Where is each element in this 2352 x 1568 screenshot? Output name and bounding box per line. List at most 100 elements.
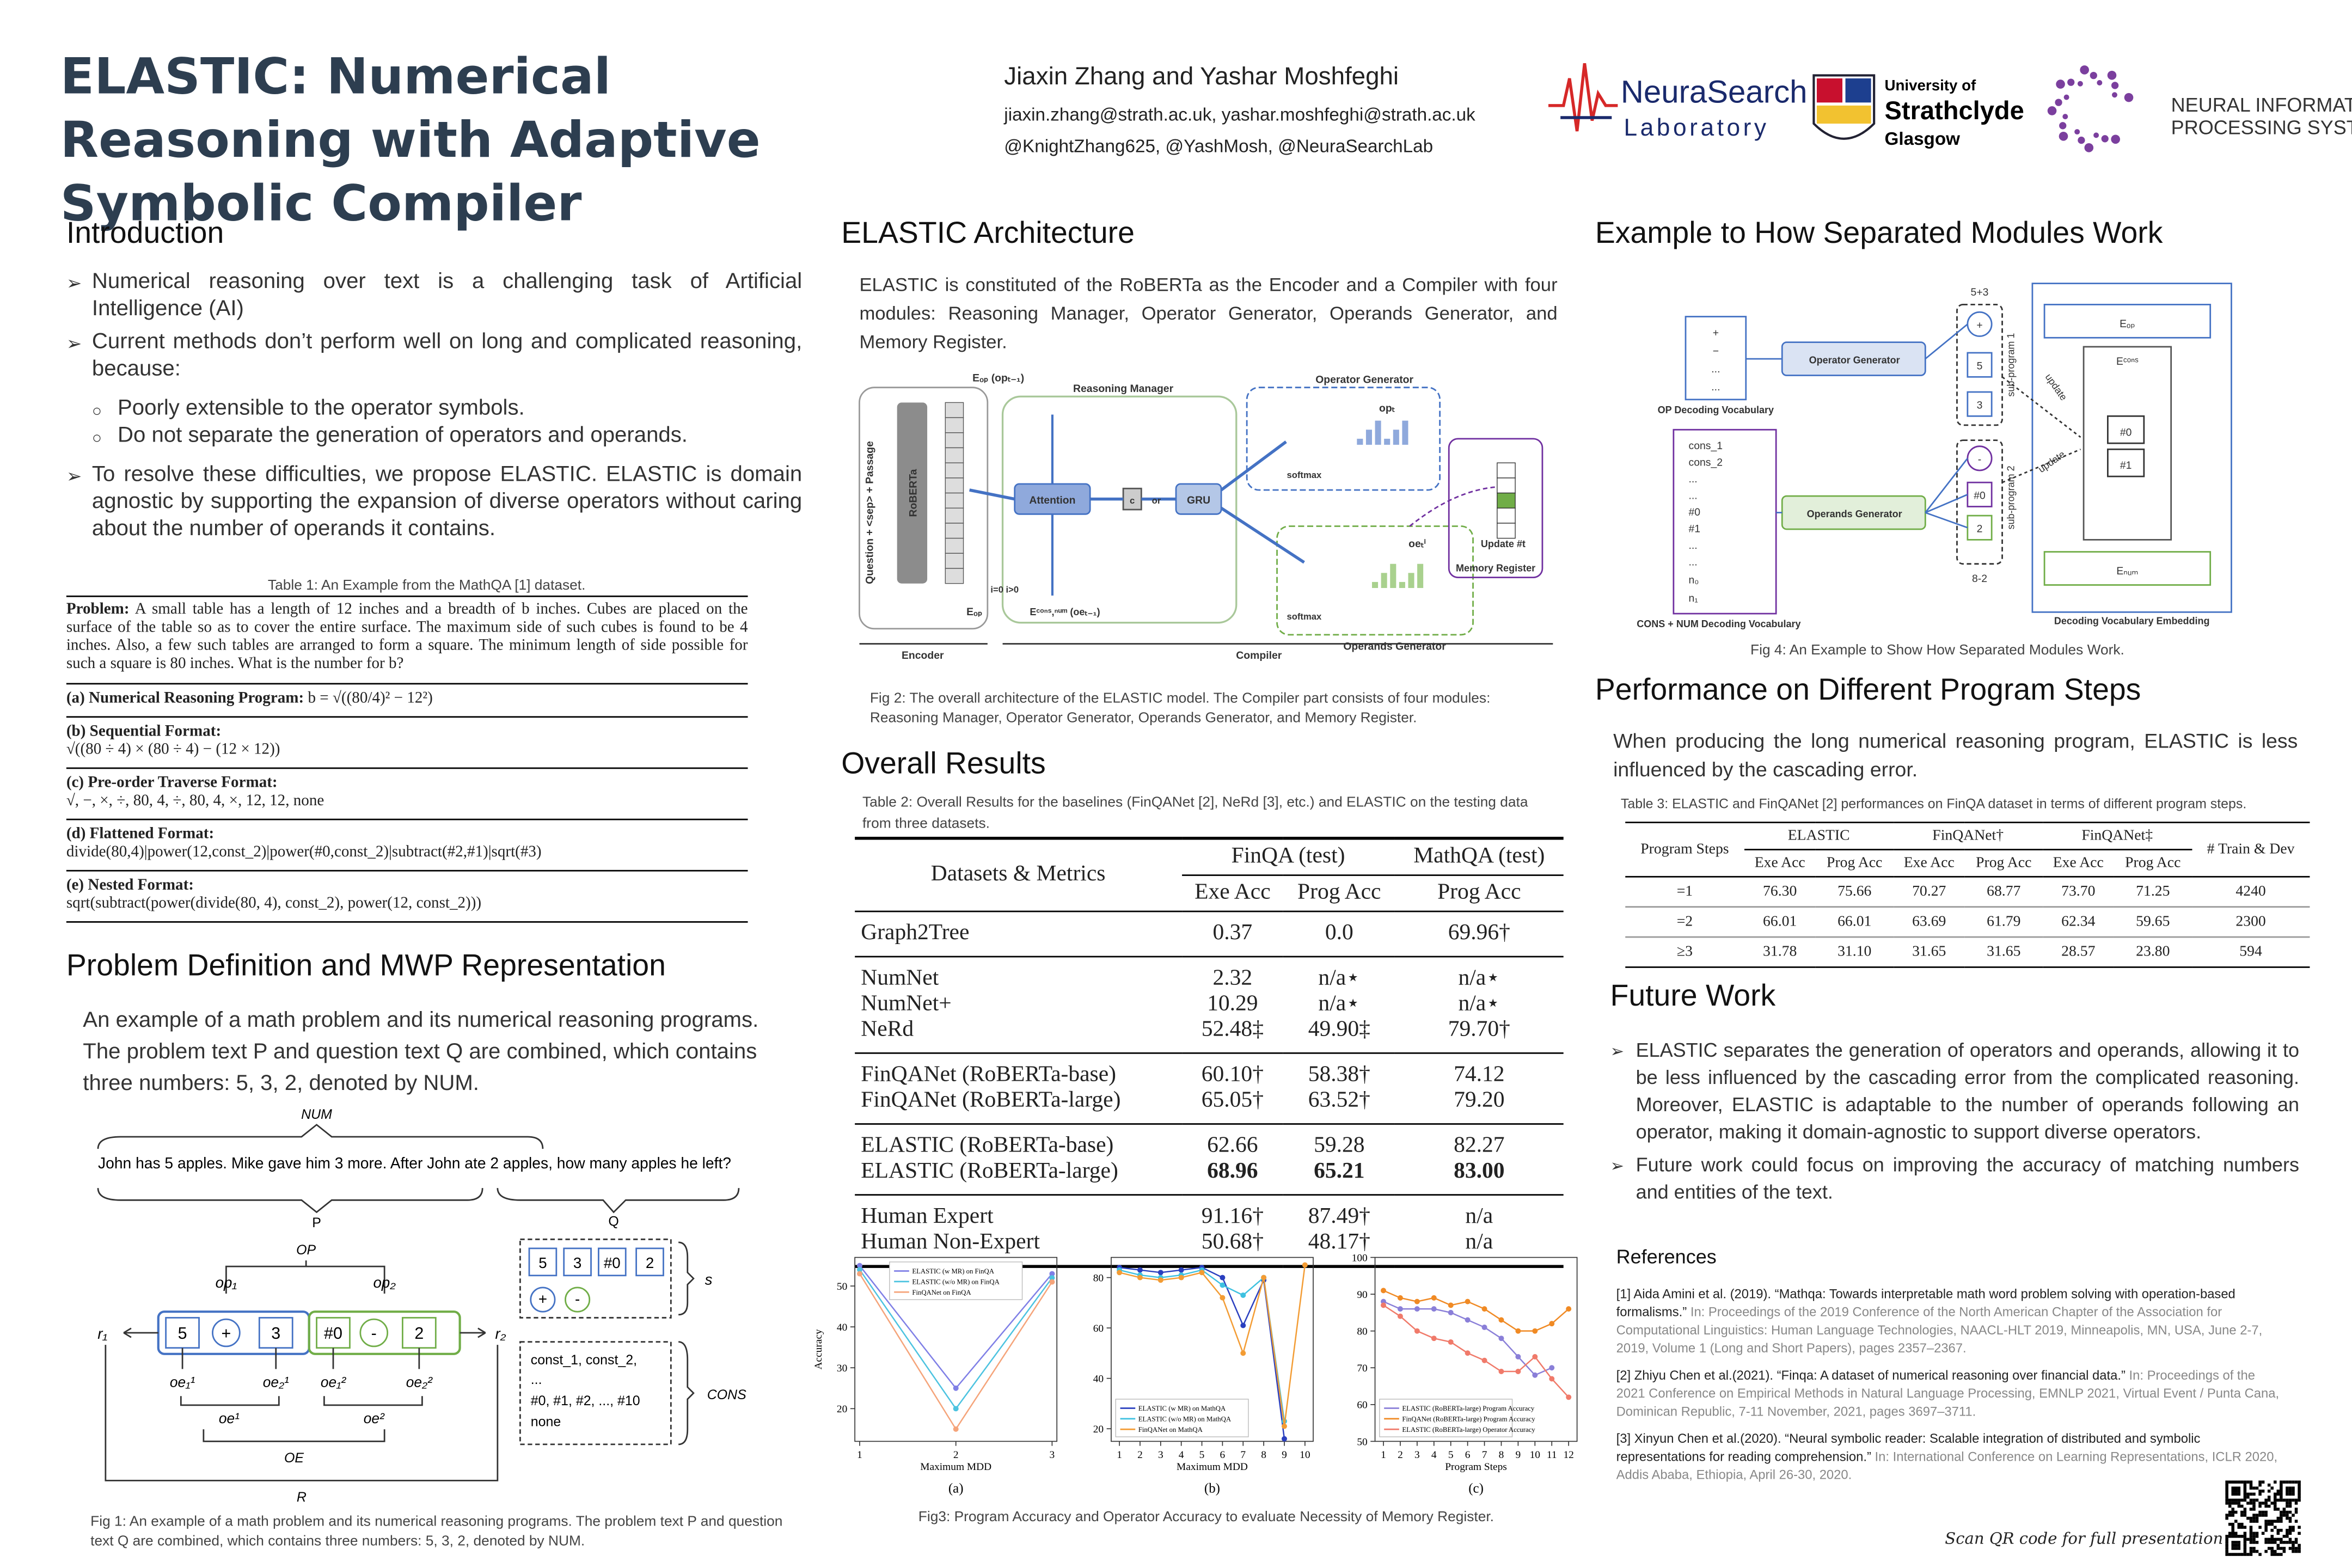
table3: Program Steps ELASTIC FinQANet† FinQANet‡ # … <box>1625 822 2310 968</box>
qr-module <box>2237 1543 2241 1547</box>
table-cell: NeRd <box>861 1018 914 1042</box>
qr-module <box>2243 1510 2247 1514</box>
x-tick-label: 3 <box>1414 1449 1420 1461</box>
reference: [2] Zhiyu Chen et al.(2021). “Finqa: A d… <box>1616 1366 2280 1420</box>
section-heading: Performance on Different Program Steps <box>1595 673 2141 707</box>
legend-label: ELASTIC (RoBERTa-large) Operator Accurac… <box>1402 1426 1535 1434</box>
table1: Problem: A small table has a length of 1… <box>66 595 748 923</box>
data-point <box>1117 1270 1123 1276</box>
data-point <box>1465 1298 1471 1304</box>
header-cell: Prog Acc <box>1815 849 1894 878</box>
diagram-label: cons_2 <box>1689 457 1723 469</box>
data-point <box>1532 1328 1538 1334</box>
qr-module <box>2252 1514 2256 1517</box>
qr-module <box>2225 1553 2228 1556</box>
sub-list: Poorly extensible to the operator symbol… <box>92 395 802 451</box>
embedding-op <box>2043 304 2212 339</box>
line-chart: 20 30 40 50 1 2 3 Maximum MDD Accuracy (a) ELASTIC… <box>813 1257 1058 1496</box>
qr-module <box>2246 1496 2250 1499</box>
token-circle <box>565 1287 591 1313</box>
qr-module <box>2270 1529 2274 1532</box>
plot-frame <box>1374 1257 1578 1442</box>
section-heading: Future Work <box>1610 980 1776 1013</box>
qr-module <box>2286 1504 2289 1508</box>
x-tick-label: 2 <box>953 1449 959 1461</box>
qr-module <box>2286 1490 2289 1493</box>
table-row: FinQANet (RoBERTa-large) 65.05† 63.52† 79.2… <box>855 1088 1564 1124</box>
connector <box>678 1241 695 1316</box>
qr-module <box>2292 1498 2295 1502</box>
qr-module <box>2298 1543 2301 1547</box>
header-cell: Program Steps <box>1625 822 1744 878</box>
qr-module <box>2240 1514 2244 1517</box>
format-text: √((80 ÷ 4) × (80 ÷ 4) − (12 × 12)) <box>66 742 280 758</box>
header-cell: Prog Acc <box>1964 849 2043 878</box>
logo-dot <box>2084 143 2094 152</box>
qr-module <box>2282 1541 2286 1544</box>
logo-dot <box>2090 71 2097 79</box>
diagram-label: cons_1 <box>1689 440 1723 452</box>
token-cell <box>945 492 964 509</box>
qr-module <box>2274 1504 2277 1508</box>
connector <box>97 1188 483 1214</box>
qr-module <box>2237 1547 2241 1550</box>
logo-text: NEURAL INFORMATION <box>2171 94 2352 116</box>
x-tick-label: 6 <box>1465 1449 1471 1461</box>
table-cell: 66.01 <box>1815 906 1894 938</box>
header-cell: ELASTIC <box>1744 822 1894 850</box>
token-cell <box>945 568 964 584</box>
table-row: =2 66.01 66.01 63.69 61.79 62.34 59.65 2300 <box>1625 906 2310 938</box>
qr-module <box>2282 1535 2286 1538</box>
qr-module <box>2258 1480 2262 1484</box>
reference: [1] Aida Amini et al. (2019). “Mathqa: T… <box>1616 1284 2280 1357</box>
qr-module <box>2225 1498 2228 1502</box>
logo-dot <box>2063 94 2069 100</box>
data-point <box>1282 1423 1287 1429</box>
embedding-num <box>2043 551 2212 586</box>
qr-module <box>2252 1541 2256 1544</box>
table-cell: 83.00 <box>1454 1159 1505 1184</box>
x-tick-label: 9 <box>1516 1449 1521 1461</box>
table-cell: 82.27 <box>1394 1123 1564 1160</box>
y-tick-label: 50 <box>1357 1436 1367 1448</box>
qr-module <box>2237 1526 2241 1529</box>
data-point <box>1220 1275 1226 1281</box>
concat-block <box>1122 487 1142 511</box>
data-point <box>1532 1353 1538 1359</box>
diagram-label: Compiler <box>1236 650 1282 661</box>
data-point <box>953 1385 959 1391</box>
qr-module <box>2267 1483 2271 1487</box>
format-row: (b) Sequential Format: √((80 ÷ 4) × (80 … <box>66 716 748 767</box>
x-tick-label: 1 <box>857 1449 862 1461</box>
table-cell: 74.12 <box>1394 1052 1564 1089</box>
qr-module <box>2249 1520 2253 1523</box>
logo-text: NeuraSearch <box>1621 74 1808 109</box>
qr-module <box>2225 1549 2228 1553</box>
x-axis-label: Maximum MDD <box>1177 1461 1248 1473</box>
qr-module <box>2255 1541 2259 1544</box>
diagram-label: Encoder <box>902 650 944 661</box>
qr-module <box>2270 1535 2274 1538</box>
paragraph: When producing the long numerical reason… <box>1613 730 2298 781</box>
qr-module <box>2240 1498 2244 1502</box>
qr-module <box>2249 1480 2253 1484</box>
logo-text: PROCESSING SYSTEMS <box>2171 116 2352 138</box>
qr-module <box>2249 1547 2253 1550</box>
qr-module <box>2225 1543 2228 1547</box>
logo-dot <box>2111 82 2119 89</box>
qr-module <box>2274 1492 2277 1496</box>
header-cell: Exe Acc <box>2042 849 2114 878</box>
diagram-label: ... <box>1711 381 1720 393</box>
format-row: (e) Nested Format: sqrt(subtract(power(d… <box>66 869 748 921</box>
figure4: OP Decoding Vocabulary Operator Generator… <box>1637 283 2232 629</box>
qr-module <box>2288 1490 2292 1493</box>
qr-module <box>2286 1498 2289 1502</box>
table-cell: 2300 <box>2191 906 2310 938</box>
qr-module <box>2240 1504 2244 1508</box>
format-row: (a) Numerical Reasoning Program: b = √((… <box>66 683 748 716</box>
qr-module <box>2282 1547 2286 1550</box>
hist-bar <box>1375 420 1381 445</box>
plot-frame <box>1111 1257 1314 1442</box>
qr-module <box>2225 1492 2228 1496</box>
qr-module <box>2264 1498 2268 1502</box>
